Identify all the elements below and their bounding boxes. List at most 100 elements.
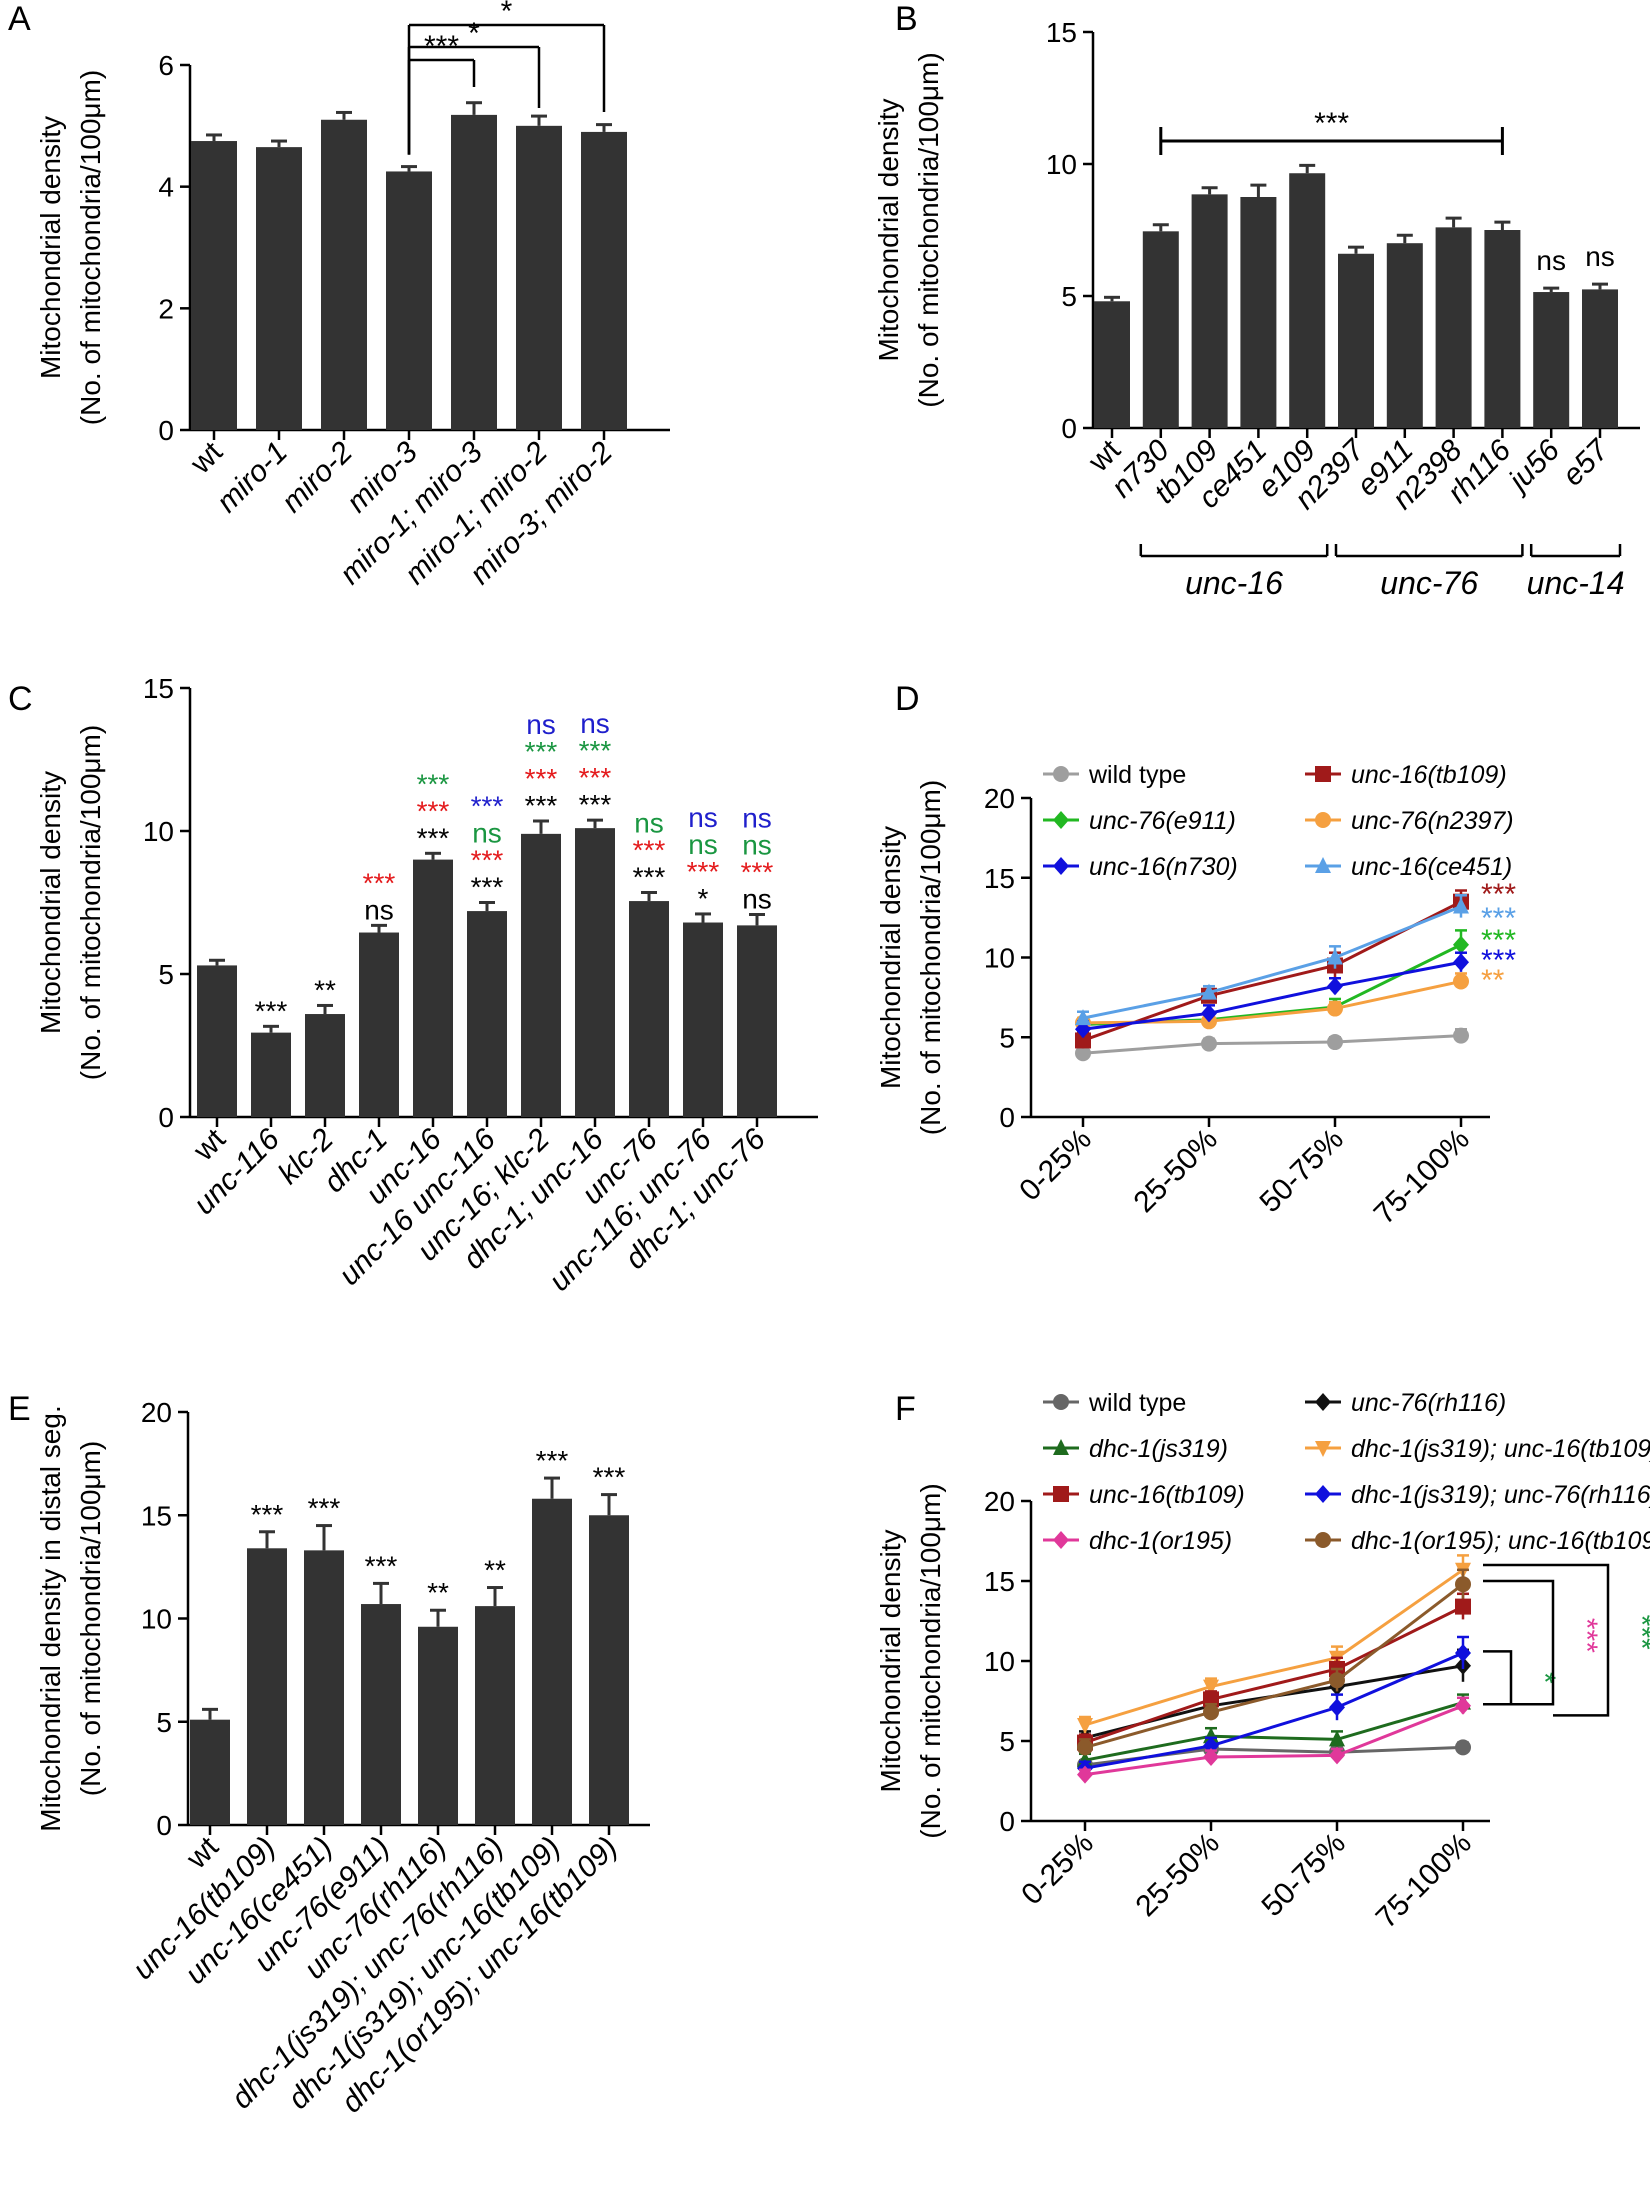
- panel-c-significance-label: ***: [633, 861, 666, 892]
- panel-f-data-point: [1455, 1644, 1471, 1662]
- panel-f-data-point: [1203, 1748, 1219, 1766]
- panel-b-bar: [1142, 231, 1179, 428]
- panel-c-significance-label: ns: [634, 807, 664, 838]
- panel-d-data-point: [1453, 953, 1469, 972]
- panel-d-legend-data-point: [1053, 857, 1069, 875]
- panel-b-bar: [1533, 292, 1570, 428]
- panel-f-data-point: [1203, 1704, 1219, 1721]
- panel-c-significance-label: ***: [255, 995, 288, 1026]
- panel-c-bar: [467, 911, 507, 1117]
- panel-c-y-axis-label: Mitochondrial density: [35, 771, 66, 1034]
- panel-f-data-point: [1455, 1696, 1471, 1715]
- panel-c-bar: [521, 833, 561, 1117]
- panel-b-bar-chart: 0 5 10 15 Mitochondrial density (No. of mitoc…: [873, 17, 1640, 601]
- panel-c-bar: [575, 828, 615, 1117]
- panel-f-line-chart: 0 5 10 15 20 Mitochondrial density (No. of mit…: [875, 1389, 1650, 1935]
- panel-d-data-point: [1327, 948, 1343, 965]
- panel-e-y-tick-label: 0: [156, 1810, 172, 1841]
- panel-b-y-tick-label: 0: [1061, 413, 1077, 444]
- panel-a-bar: [386, 171, 432, 431]
- panel-e-y-tick-label: 20: [141, 1397, 172, 1428]
- panel-f-series-line: [1084, 1583, 1464, 1749]
- panel-e-y-tick-label: 15: [141, 1500, 172, 1531]
- panel-e-bar-chart: 0 5 10 15 20 Mitochondrial density in distal …: [35, 1397, 650, 2119]
- panel-c-significance-label: ***: [579, 762, 612, 793]
- panel-b-bar: [1289, 173, 1326, 428]
- panel-d-data-point: [1075, 1009, 1091, 1026]
- panel-f-legend-label: dhc-1(js319); unc-16(tb109): [1351, 1435, 1650, 1463]
- panel-c-significance-label: ***: [687, 856, 720, 887]
- panel-b-y-tick-label: 5: [1061, 281, 1077, 312]
- panel-a-x-tick-label: miro-2: [276, 435, 360, 519]
- panel-f-data-point: [1329, 1746, 1345, 1765]
- panel-e-bar: [247, 1548, 287, 1825]
- panel-b-y-tick-label: 15: [1046, 17, 1077, 48]
- panel-c-bar: [413, 859, 453, 1117]
- panel-d-data-point: [1453, 1027, 1469, 1044]
- panel-a-y-tick-label: 6: [158, 50, 174, 81]
- panel-d-series-line: [1082, 943, 1462, 1026]
- panel-f-legend-data-point: [1315, 1393, 1331, 1411]
- panel-d-x-tick-label: 50-75%: [1253, 1123, 1349, 1219]
- panel-d-significance-label: ***: [1481, 944, 1516, 977]
- panel-e-x-tick-label: wt: [180, 1830, 226, 1876]
- panel-c-significance-label: ns: [364, 894, 394, 925]
- panel-letter-e: E: [8, 1390, 31, 1428]
- panel-d-legend-data-point: [1053, 766, 1069, 782]
- panel-e-bar: [589, 1515, 629, 1825]
- panel-f-y-tick-label: 15: [984, 1566, 1015, 1597]
- panel-f-significance-label: *: [1528, 1672, 1561, 1684]
- panel-c-significance-label: **: [314, 974, 336, 1005]
- panel-f-series-line: [1084, 1704, 1464, 1777]
- panel-e-significance-label: **: [427, 1577, 449, 1608]
- panel-f-significance-label: ***: [1570, 1618, 1603, 1653]
- panel-letter-d: D: [895, 680, 920, 718]
- panel-d-legend-label: wild type: [1088, 761, 1186, 789]
- panel-f-y-tick-label: 0: [999, 1806, 1015, 1837]
- panel-f-data-point: [1203, 1679, 1219, 1696]
- panel-d-data-point: [1327, 977, 1343, 996]
- panel-e-significance-label: ***: [251, 1499, 284, 1530]
- panel-b-bar: [1484, 230, 1521, 428]
- panel-d-x-tick-label: 25-50%: [1127, 1123, 1223, 1219]
- panel-a-x-tick-label: wt: [184, 435, 230, 481]
- panel-e-bar: [190, 1719, 230, 1825]
- panel-a-y-tick-label: 0: [158, 415, 174, 446]
- panel-c-bar: [359, 932, 399, 1117]
- panel-e-y-tick-label: 5: [156, 1707, 172, 1738]
- panel-c-y-tick-label: 5: [158, 959, 174, 990]
- panel-d-y-tick-label: 20: [984, 783, 1015, 814]
- panel-d-legend-data-point: [1315, 766, 1331, 782]
- panel-f-legend-label: unc-76(rh116): [1351, 1389, 1506, 1417]
- panel-f-x-tick-label: 75-100%: [1370, 1827, 1478, 1935]
- panel-c-significance-label: ***: [471, 872, 504, 903]
- panel-b-significance-label: ***: [1314, 107, 1349, 140]
- panel-b-bar: [1386, 243, 1423, 428]
- panel-f-legend-data-point: [1053, 1531, 1069, 1549]
- panel-e-bar: [532, 1498, 572, 1825]
- panel-f-y-axis-label: Mitochondrial density: [875, 1529, 906, 1792]
- panel-f-data-point: [1077, 1765, 1093, 1784]
- panel-d-y-tick-label: 10: [984, 943, 1015, 974]
- panel-f-data-point: [1077, 1739, 1093, 1756]
- panel-f-legend-label: wild type: [1088, 1389, 1186, 1417]
- panel-d-series-line: [1082, 979, 1462, 1025]
- panel-d-data-point: [1327, 1000, 1343, 1017]
- panel-f-legend-label: dhc-1(or195): [1089, 1527, 1232, 1555]
- panel-a-significance-label: *: [468, 17, 480, 50]
- panel-b-group-label: unc-14: [1527, 565, 1625, 601]
- panel-d-legend-label: unc-76(n2397): [1351, 807, 1514, 835]
- panel-letter-b: B: [895, 0, 918, 38]
- panel-f-data-point: [1329, 1698, 1345, 1717]
- panel-f-series-line: [1084, 1701, 1464, 1762]
- panel-f-y-tick-label: 20: [984, 1486, 1015, 1517]
- panel-c-bar: [629, 901, 669, 1117]
- panel-a-bar: [451, 114, 497, 430]
- panel-f-legend-label: dhc-1(or195); unc-16(tb109): [1351, 1527, 1650, 1555]
- panel-c-significance-label: ns: [472, 818, 502, 849]
- panel-f-data-point: [1077, 1718, 1093, 1734]
- panel-c-significance-label: ***: [417, 795, 450, 826]
- panel-f-x-tick-label: 0-25%: [1015, 1827, 1100, 1912]
- panel-e-bar: [361, 1604, 401, 1825]
